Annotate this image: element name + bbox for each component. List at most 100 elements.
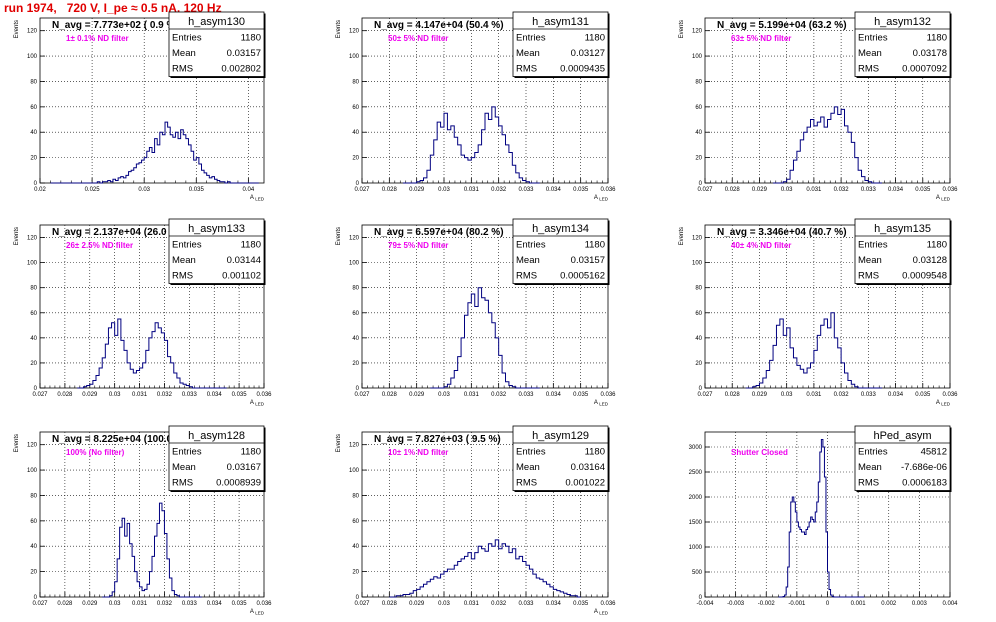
x-tick-label: 0.036 (256, 392, 272, 398)
y-tick-label: 120 (349, 29, 360, 35)
x-tick-label: 0.029 (409, 601, 425, 607)
x-tick-label: 0.035 (232, 601, 248, 607)
y-tick-label: 120 (27, 236, 38, 242)
y-tick-label: 80 (30, 79, 37, 85)
stats-box-name: h_asym130 (188, 16, 245, 28)
y-tick-label: 100 (349, 261, 360, 267)
stats-value: 0.0005162 (560, 271, 605, 282)
y-tick-label: 60 (30, 105, 37, 111)
plot-frame (361, 17, 609, 184)
y-axis-label: Events (336, 227, 342, 245)
histogram-annotation: 50± 5% ND filter (388, 34, 448, 43)
y-axis-label: Events (14, 20, 20, 38)
y-tick-label: 60 (352, 519, 359, 525)
x-tick-label: 0.031 (464, 601, 480, 607)
x-tick-label: 0.033 (861, 392, 877, 398)
y-tick-label: 40 (352, 130, 359, 136)
plot-frame (39, 17, 265, 184)
y-tick-label: 1000 (689, 545, 703, 551)
x-tick-label: 0.031 (132, 601, 148, 607)
x-tick-label: 0.034 (207, 392, 223, 398)
stats-value: 0.001022 (565, 478, 605, 489)
x-tick-label: 0.029 (409, 187, 425, 193)
x-axis-label-subscript: LED (599, 402, 609, 407)
x-tick-label: 0.002 (881, 601, 897, 607)
stats-box (854, 425, 951, 491)
histogram-series (773, 106, 882, 184)
x-tick-label: 0.03 (438, 392, 450, 398)
stats-value: 0.03178 (913, 48, 947, 59)
stats-box-name: h_asym128 (188, 430, 245, 442)
y-tick-label: 100 (27, 261, 38, 267)
x-tick-label: 0.02 (34, 187, 46, 193)
plot-frame (361, 431, 609, 598)
x-tick-label: 0.004 (942, 601, 958, 607)
stats-label: Entries (172, 447, 202, 458)
x-tick-label: 0.027 (354, 187, 370, 193)
y-tick-label: 40 (352, 336, 359, 342)
x-tick-label: 0.04 (243, 187, 255, 193)
y-tick-label: 80 (352, 493, 359, 499)
x-tick-label: 0.034 (546, 601, 562, 607)
x-axis-label: A LED (594, 609, 609, 616)
stats-label: Entries (516, 447, 546, 458)
x-tick-label: 0.03 (138, 187, 150, 193)
stats-label: RMS (858, 64, 879, 75)
x-tick-label: 0.036 (942, 187, 958, 193)
y-tick-label: 20 (695, 361, 702, 367)
x-tick-label: 0.033 (182, 392, 198, 398)
y-tick-label: 120 (27, 29, 38, 35)
histogram-annotation: 10± 1% ND filter (388, 448, 448, 457)
x-axis-label-subscript: LED (941, 402, 951, 407)
y-tick-label: 80 (695, 286, 702, 292)
x-tick-label: 0.027 (697, 392, 713, 398)
stats-box (854, 11, 951, 77)
x-axis-label-subscript: LED (599, 611, 609, 616)
stats-value: 1180 (241, 33, 261, 44)
stats-value: 1180 (927, 240, 947, 251)
x-tick-label: 0.029 (82, 392, 98, 398)
x-tick-label: 0.032 (491, 187, 507, 193)
x-tick-label: 0.029 (752, 392, 768, 398)
y-tick-label: 0 (699, 595, 703, 601)
y-tick-label: 20 (30, 361, 37, 367)
x-tick-label: 0.03 (438, 601, 450, 607)
stats-label: Mean (172, 255, 196, 266)
stats-box-name: h_asym134 (532, 223, 589, 235)
x-tick-label: 0.033 (182, 601, 198, 607)
y-tick-label: 40 (30, 130, 37, 136)
y-tick-label: 0 (356, 595, 360, 601)
stats-value: 0.03157 (571, 255, 605, 266)
x-tick-label: 0.035 (915, 187, 931, 193)
x-tick-label: 0.035 (573, 392, 589, 398)
x-tick-label: 0.028 (725, 392, 741, 398)
stats-label: Entries (858, 33, 888, 44)
plot-frame (39, 224, 265, 389)
stats-label: Mean (858, 255, 882, 266)
stats-box-name: h_asym133 (188, 223, 245, 235)
y-tick-label: 80 (30, 493, 37, 499)
y-tick-label: 2000 (689, 495, 703, 501)
stats-label: RMS (172, 271, 193, 282)
x-tick-label: 0.028 (382, 392, 398, 398)
x-tick-label: -0.004 (696, 601, 714, 607)
y-tick-label: 2500 (689, 470, 703, 476)
x-tick-label: 0.034 (546, 187, 562, 193)
stats-box-name: h_asym129 (532, 430, 589, 442)
stats-value: 0.0009435 (560, 64, 605, 75)
stats-box (512, 218, 609, 284)
x-tick-label: 0.027 (697, 187, 713, 193)
y-tick-label: 0 (699, 181, 703, 187)
y-tick-label: 120 (349, 236, 360, 242)
x-tick-label: 0.032 (491, 392, 507, 398)
x-tick-label: 0.028 (57, 392, 73, 398)
x-tick-label: 0.035 (573, 601, 589, 607)
x-tick-label: 0 (826, 601, 830, 607)
x-tick-label: 0.027 (354, 601, 370, 607)
y-tick-label: 100 (27, 54, 38, 60)
stats-label: Mean (516, 48, 540, 59)
x-tick-label: 0.028 (725, 187, 741, 193)
x-tick-label: 0.03 (109, 601, 121, 607)
y-tick-label: 40 (30, 544, 37, 550)
